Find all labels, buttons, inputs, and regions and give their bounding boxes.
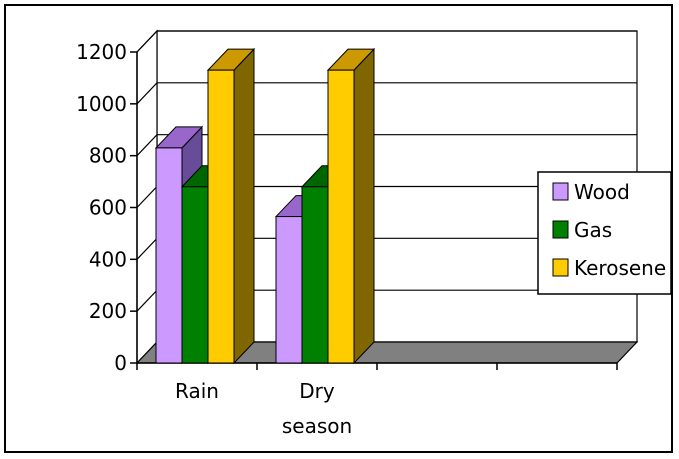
x-tick-label: Rain (175, 379, 219, 403)
y-tick-label: 600 (89, 196, 127, 220)
legend-swatch (552, 258, 569, 277)
gridline (136, 82, 637, 105)
bar-front (327, 69, 355, 364)
gridline (136, 30, 637, 53)
y-tick-label: 400 (89, 247, 127, 271)
y-tick-label: 200 (89, 299, 127, 323)
x-tick-label: season (282, 414, 352, 438)
bars (154, 47, 376, 365)
legend-label: Gas (574, 218, 612, 242)
legend: Wood Gas Kerosene (537, 171, 672, 295)
y-tick-label: 800 (89, 144, 127, 168)
gridline (136, 134, 637, 157)
bar (326, 47, 376, 365)
y-tick-label: 1000 (76, 92, 127, 116)
x-tick-labels: Rain Dry season (175, 379, 352, 438)
y-tick-labels: 0 200 400 600 800 1000 1200 (76, 40, 127, 375)
bar-front (207, 69, 235, 364)
legend-swatch (552, 220, 569, 239)
bar-front (181, 186, 209, 364)
y-tick-label: 0 (114, 351, 127, 375)
bar-front (301, 186, 329, 364)
legend-label: Kerosene (574, 256, 666, 280)
bar-front (275, 216, 303, 364)
legend-swatch (552, 182, 569, 201)
legend-label: Wood (574, 180, 630, 204)
bar-side (233, 47, 255, 365)
bar (206, 47, 256, 365)
y-tick-label: 1200 (76, 40, 127, 64)
x-tick-label: Dry (299, 379, 335, 403)
bar-side (353, 47, 375, 365)
bar-front (155, 147, 183, 364)
